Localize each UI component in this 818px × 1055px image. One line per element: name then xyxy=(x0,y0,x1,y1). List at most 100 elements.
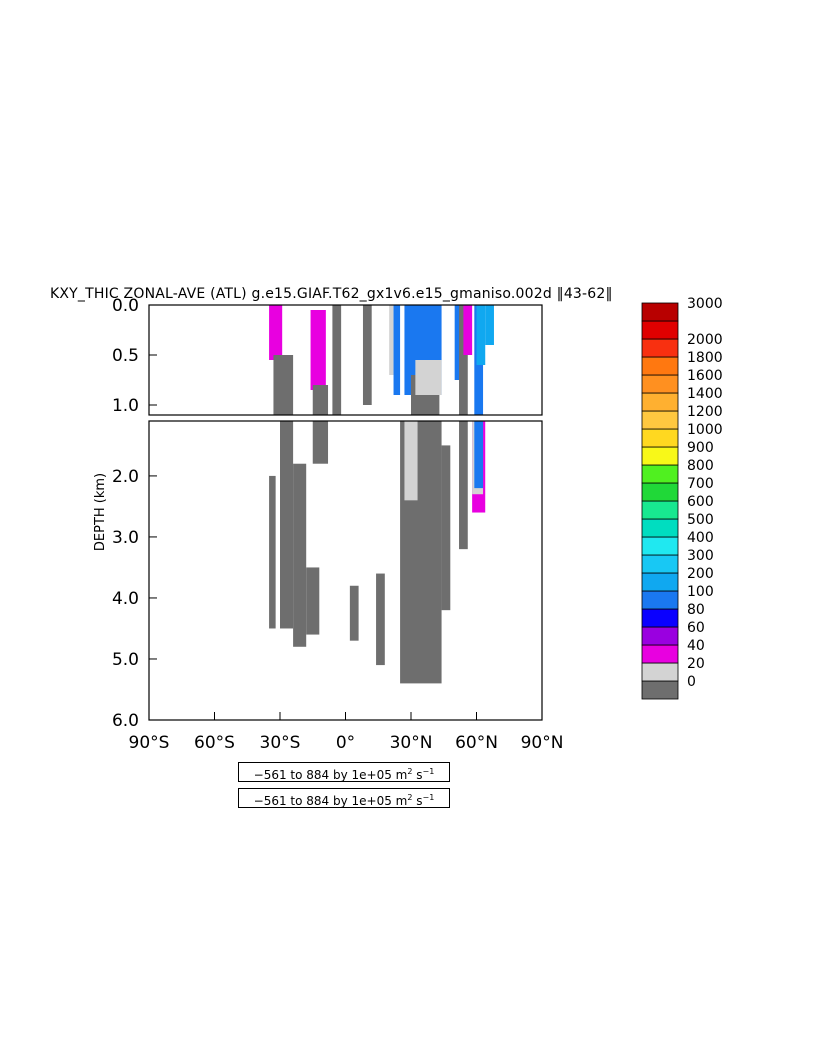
contour-region xyxy=(273,355,294,415)
colorbar-swatch xyxy=(641,590,679,610)
colorbar-swatch xyxy=(641,608,679,628)
contour-info-box-2: −561 to 884 by 1e+05 m2 s−1 xyxy=(238,788,450,808)
colorbar-swatch xyxy=(641,626,679,646)
colorbar-label: 100 xyxy=(687,584,714,600)
chart-title: KXY_THIC ZONAL-AVE (ATL) g.e15.GIAF.T62_… xyxy=(50,286,613,302)
colorbar-label: 60 xyxy=(687,620,705,636)
contour-region xyxy=(312,421,329,464)
colorbar-swatch xyxy=(641,428,679,448)
colorbar-label: 1800 xyxy=(687,350,723,366)
colorbar-swatch xyxy=(641,518,679,538)
colorbar-label: 700 xyxy=(687,476,714,492)
colorbar-swatch xyxy=(641,572,679,592)
colorbar-swatch xyxy=(641,500,679,520)
colorbar-swatch xyxy=(641,374,679,394)
x-tick-label: 90°S xyxy=(129,733,170,753)
contour-region xyxy=(332,305,342,415)
colorbar-label: 200 xyxy=(687,566,714,582)
contour-region xyxy=(362,305,372,405)
colorbar-swatch xyxy=(641,392,679,412)
lower-panel-fills xyxy=(269,421,486,684)
y-tick-label: 0.0 xyxy=(112,296,139,316)
y-tick-label: 5.0 xyxy=(112,650,139,670)
x-tick-label: 60°S xyxy=(194,733,235,753)
contour-region xyxy=(415,360,442,395)
info-sup: −1 xyxy=(422,767,435,776)
colorbar-label: 3000 xyxy=(687,296,723,312)
info-text: −561 to 884 by 1e+05 m xyxy=(253,768,408,782)
colorbar-swatch xyxy=(641,410,679,430)
colorbar-swatch xyxy=(641,320,679,340)
contour-region xyxy=(474,421,484,489)
upper-panel-frame xyxy=(148,304,543,416)
colorbar-swatch xyxy=(641,482,679,502)
contour-region xyxy=(269,305,283,360)
y-tick-label: 2.0 xyxy=(112,467,139,487)
contour-region xyxy=(485,305,494,345)
colorbar-swatch xyxy=(641,338,679,358)
colorbar-label: 20 xyxy=(687,656,705,672)
contour-region xyxy=(349,585,359,641)
info-sup: 2 xyxy=(407,767,413,776)
colorbar-label: 80 xyxy=(687,602,705,618)
colorbar-swatch xyxy=(641,662,679,682)
colorbar-label: 300 xyxy=(687,548,714,564)
x-tick-label: 60°N xyxy=(455,733,498,753)
contour-region xyxy=(312,385,329,415)
y-tick-label: 0.5 xyxy=(112,346,139,366)
contour-region xyxy=(280,421,294,629)
colorbar-swatch xyxy=(641,644,679,664)
y-tick-label: 1.0 xyxy=(112,396,139,416)
x-tick-label: 30°S xyxy=(260,733,301,753)
contour-region xyxy=(310,310,326,390)
x-tick-label: 0° xyxy=(336,733,355,753)
contour-region xyxy=(393,305,401,395)
y-tick-label: 4.0 xyxy=(112,589,139,609)
colorbar-label: 0 xyxy=(687,674,696,690)
colorbar-label: 2000 xyxy=(687,332,723,348)
contour-region xyxy=(476,305,486,365)
colorbar-swatch xyxy=(641,536,679,556)
contour-region xyxy=(269,475,276,629)
colorbar-label: 1600 xyxy=(687,368,723,384)
info-text: s xyxy=(412,768,423,782)
colorbar-swatch xyxy=(641,302,679,322)
y-tick-label: 6.0 xyxy=(112,711,139,731)
colorbar-swatch xyxy=(641,464,679,484)
colorbar-swatch xyxy=(641,554,679,574)
contour-region xyxy=(389,305,394,375)
colorbar: 0 20 40 60 80 100 200 300 400 500 600 700 800 900 1000… xyxy=(641,296,723,700)
upper-panel-fills xyxy=(269,305,494,415)
contour-region xyxy=(404,421,418,501)
axes: 90°S 60°S 30°S 0° 30°N 60°N 90°N 0.0 0.5 1.0 2.0 3.… xyxy=(112,296,563,753)
colorbar-label: 800 xyxy=(687,458,714,474)
contour-region xyxy=(463,305,473,355)
colorbar-label: 1400 xyxy=(687,386,723,402)
info-sup: 2 xyxy=(407,793,413,802)
colorbar-label: 900 xyxy=(687,440,714,456)
contour-region xyxy=(441,445,451,611)
colorbar-swatch xyxy=(641,356,679,376)
colorbar-label: 600 xyxy=(687,494,714,510)
contour-region xyxy=(459,421,468,550)
contour-region xyxy=(293,463,307,647)
y-axis-label: DEPTH (km) xyxy=(93,473,108,551)
info-sup: −1 xyxy=(422,793,435,802)
contour-region xyxy=(306,567,320,635)
colorbar-label: 1000 xyxy=(687,422,723,438)
contour-region xyxy=(376,573,385,666)
contour-region xyxy=(459,305,468,415)
colorbar-label: 500 xyxy=(687,512,714,528)
x-tick-label: 30°N xyxy=(390,733,433,753)
contour-info-box-1: −561 to 884 by 1e+05 m2 s−1 xyxy=(238,762,450,782)
info-text: −561 to 884 by 1e+05 m xyxy=(253,794,408,808)
colorbar-label: 1200 xyxy=(687,404,723,420)
y-tick-label: 3.0 xyxy=(112,528,139,548)
colorbar-label: 400 xyxy=(687,530,714,546)
colorbar-swatch xyxy=(641,446,679,466)
info-text: s xyxy=(412,794,423,808)
colorbar-label: 40 xyxy=(687,638,705,654)
x-tick-label: 90°N xyxy=(521,733,564,753)
colorbar-swatch xyxy=(641,680,679,700)
